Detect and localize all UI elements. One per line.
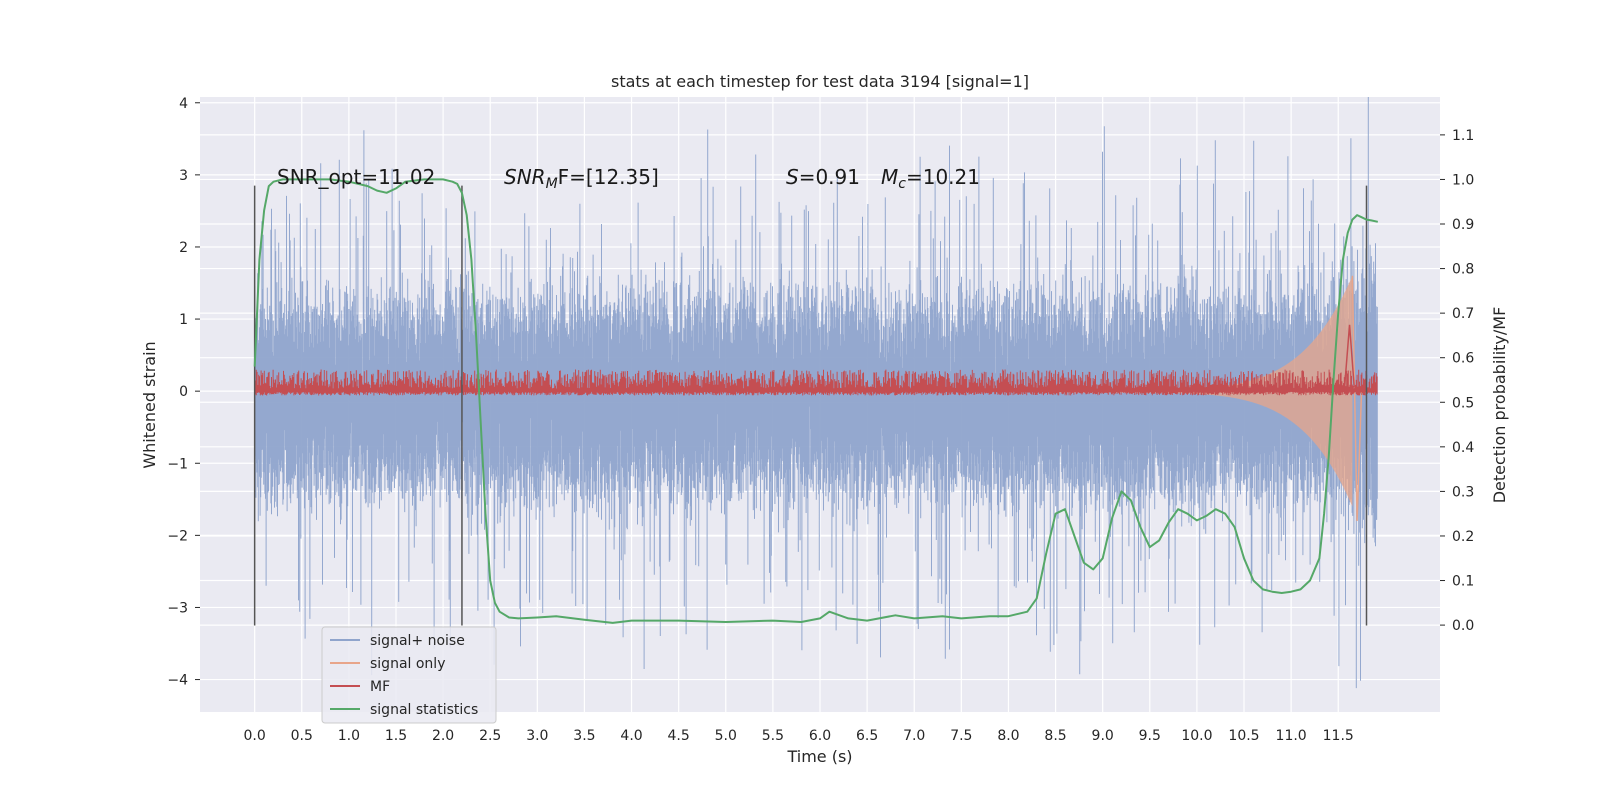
x-tick-label: 8.0 [997, 728, 1019, 744]
x-tick-label: 11.5 [1323, 728, 1354, 744]
legend-label-signal-noise: signal+ noise [370, 633, 465, 649]
x-tick-label: 9.0 [1092, 728, 1114, 744]
legend-label-signal-statistics: signal statistics [370, 702, 478, 718]
annotation-s-base: S [786, 165, 799, 189]
annotation-mc-base: M [881, 165, 898, 189]
chart-title: stats at each timestep for test data 319… [611, 72, 1029, 91]
legend: signal+ noise signal only MF signal stat… [321, 626, 497, 724]
annotation-s-rest: =0.91 [799, 165, 860, 189]
x-tick-label: 7.0 [903, 728, 925, 744]
annotation-s: S=0.91 [786, 165, 860, 189]
annotation-mc: Mc=10.21 [881, 165, 980, 192]
x-tick-label: 1.5 [385, 728, 407, 744]
series-signal-statistics-line [253, 178, 1379, 624]
y-tick-label-right: 0.1 [1452, 574, 1474, 590]
annotations: SNR_opt=11.02 SNRMF=[12.35] S=0.91 Mc=10… [277, 165, 980, 192]
x-tick-label: 3.5 [573, 728, 595, 744]
annotation-mc-sub: c [898, 176, 906, 192]
annotation-snr-mf-base: SNR [504, 165, 546, 189]
y-tick-label-left: −2 [167, 528, 188, 544]
y-tick-label-left: 1 [179, 312, 188, 328]
y-tick-label-right: 1.1 [1452, 128, 1474, 144]
y-tick-label-left: 4 [179, 96, 188, 112]
y-tick-label-right: 0.5 [1452, 395, 1474, 411]
x-tick-label: 10.0 [1181, 728, 1212, 744]
x-axis-label: Time (s) [786, 747, 852, 766]
x-tick-label: 4.5 [668, 728, 690, 744]
x-tick-label: 0.0 [244, 728, 266, 744]
x-tick-label: 5.0 [715, 728, 737, 744]
x-tick-label: 10.5 [1228, 728, 1259, 744]
y-tick-label-right: 0.7 [1452, 306, 1474, 322]
y-tick-label-right: 0.4 [1452, 440, 1474, 456]
y-tick-label-left: 3 [179, 168, 188, 184]
y-tick-label-left: −4 [167, 673, 188, 689]
x-tick-label: 9.5 [1139, 728, 1161, 744]
x-tick-label: 4.0 [620, 728, 642, 744]
annotation-snr-mf-rest: F=[12.35] [558, 165, 659, 189]
x-tick-label: 2.0 [432, 728, 454, 744]
x-tick-label: 11.0 [1276, 728, 1307, 744]
legend-box [321, 626, 497, 724]
x-tick-label: 8.5 [1044, 728, 1066, 744]
y-tick-label-right: 0.2 [1452, 529, 1474, 545]
x-tick-label: 3.0 [526, 728, 548, 744]
y-tick-label-right: 1.0 [1452, 172, 1474, 188]
series-mf-peak [1344, 324, 1356, 388]
annotation-snr-mf: SNRMF=[12.35] [504, 165, 659, 192]
x-tick-label: 0.5 [291, 728, 313, 744]
y-tick-label-right: 0.3 [1452, 484, 1474, 500]
annotation-mc-rest: =10.21 [906, 165, 980, 189]
y-tick-label-right: 0.9 [1452, 217, 1474, 233]
y-axis-label-right: Detection probability/MF [1490, 307, 1509, 504]
y-tick-label-left: −3 [167, 600, 188, 616]
y-tick-label-right: 0.0 [1452, 618, 1474, 634]
y-tick-label-right: 0.6 [1452, 351, 1474, 367]
x-tick-label: 2.5 [479, 728, 501, 744]
annotation-snr-mf-sub: M [546, 176, 558, 192]
y-tick-label-left: −1 [167, 456, 188, 472]
x-tick-label: 6.0 [809, 728, 831, 744]
y-tick-label-left: 0 [179, 384, 188, 400]
legend-label-signal-only: signal only [370, 656, 445, 672]
annotation-snr-opt: SNR_opt=11.02 [277, 165, 435, 189]
x-tick-label: 7.5 [950, 728, 972, 744]
x-tick-label: 5.5 [762, 728, 784, 744]
x-tick-label: 1.0 [338, 728, 360, 744]
x-tick-label: 6.5 [856, 728, 878, 744]
y-axis-label-left: Whitened strain [140, 341, 159, 468]
y-tick-label-right: 0.8 [1452, 262, 1474, 278]
legend-label-mf: MF [370, 679, 390, 695]
y-tick-label-left: 2 [179, 240, 188, 256]
series-signal-only-merger [1351, 275, 1363, 521]
